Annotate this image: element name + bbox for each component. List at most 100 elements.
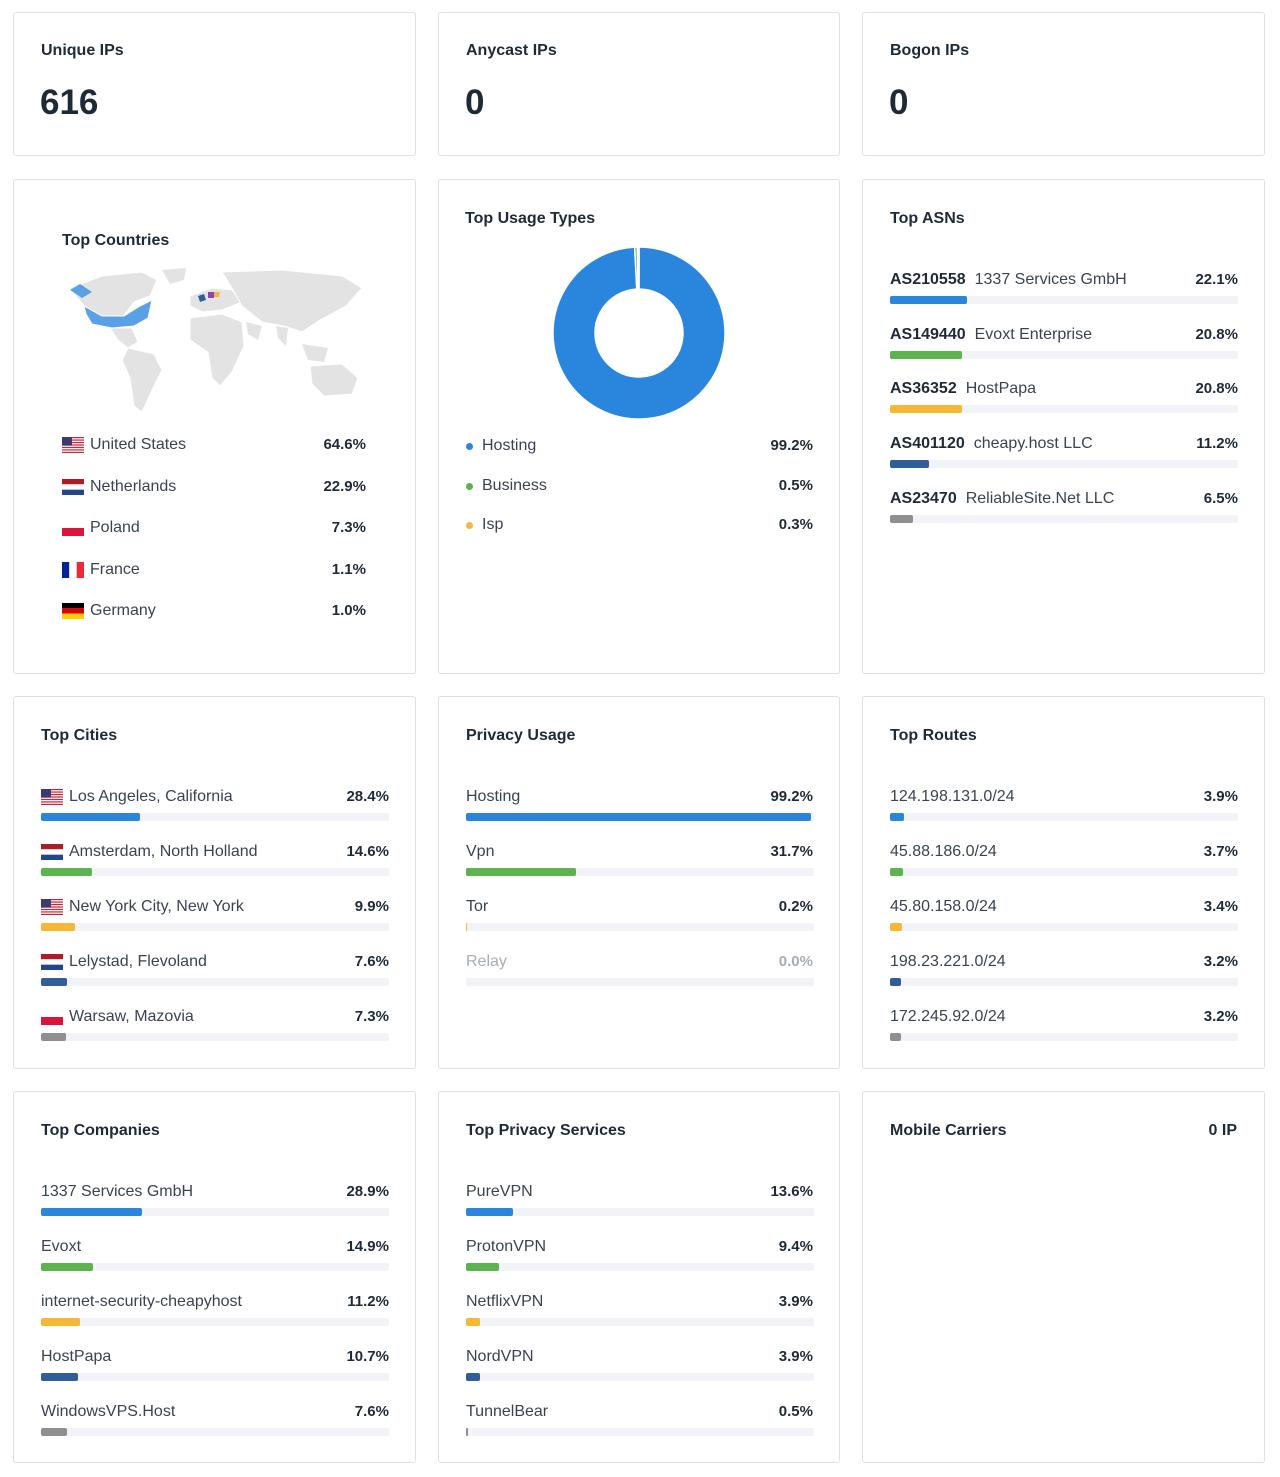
- map-land: [309, 363, 359, 397]
- item-label: 1337 Services GmbH: [974, 271, 1127, 288]
- item-value: 7.6%: [354, 1403, 389, 1420]
- bar: [890, 514, 913, 523]
- bar-track: [890, 813, 1238, 821]
- item-value: 11.2%: [1196, 435, 1238, 453]
- flag-stripe: [41, 798, 63, 801]
- flag: [62, 603, 84, 620]
- flag: [62, 437, 84, 453]
- bar-track: [41, 1373, 389, 1381]
- flag-stripe: [41, 1017, 63, 1025]
- card-title: Top Cities: [41, 727, 118, 744]
- bar-track: [890, 1033, 1238, 1041]
- item-label: 1337 Services GmbH: [41, 1183, 194, 1200]
- bar-track: [890, 514, 1238, 523]
- flag-stripe: [62, 437, 84, 439]
- bar: [890, 978, 902, 986]
- bar-track: [466, 1208, 814, 1216]
- flag-stripe: [62, 478, 84, 484]
- bar: [466, 1318, 480, 1326]
- item-label: Amsterdam, North Holland: [69, 843, 258, 860]
- stat-value: 616: [40, 83, 99, 122]
- item-label: Vpn: [466, 843, 495, 860]
- bar-track: [466, 1263, 814, 1271]
- stat-card: Anycast IPs 0: [438, 12, 840, 156]
- services-card: Top Privacy Services PureVPN 13.6% ProtonVP…: [438, 1091, 840, 1463]
- bar: [890, 460, 929, 469]
- map-land: [221, 269, 363, 333]
- card-title: Top Countries: [62, 232, 170, 249]
- item-label: TunnelBear: [466, 1403, 549, 1420]
- stat-value: 0: [889, 83, 909, 122]
- item-value: 0.0%: [778, 953, 813, 970]
- carrier-count: 0 IP: [1208, 1122, 1237, 1139]
- flag-stripe: [41, 901, 63, 903]
- flag: [41, 1009, 63, 1025]
- flag-stripe: [41, 964, 63, 970]
- item-label: cheapy.host LLC: [973, 435, 1093, 453]
- bar: [890, 813, 904, 821]
- flag-stripe: [41, 844, 63, 850]
- flag-stripe: [62, 483, 84, 490]
- item-value: 31.7%: [770, 843, 813, 860]
- item-value: 28.4%: [346, 788, 389, 805]
- item-value: 7.6%: [354, 953, 389, 970]
- item-label: 198.23.221.0/24: [890, 953, 1006, 970]
- item-label: 124.198.131.0/24: [890, 788, 1015, 805]
- bar: [466, 1208, 514, 1216]
- item-value: 20.8%: [1195, 325, 1238, 343]
- flag-stripe: [62, 441, 84, 444]
- item-value: 3.4%: [1203, 898, 1238, 915]
- flag-stripe: [41, 911, 63, 913]
- country-value: 1.0%: [331, 602, 366, 620]
- country-value: 1.1%: [331, 560, 366, 578]
- legend-value: 0.3%: [778, 516, 813, 534]
- stat-title: Anycast IPs: [466, 42, 557, 59]
- bar-track: [41, 1318, 389, 1326]
- item-value: 3.9%: [1203, 788, 1238, 805]
- bar-track: [890, 923, 1238, 931]
- bar-track: [890, 405, 1238, 414]
- flag-stripe: [41, 789, 63, 791]
- bar: [466, 1373, 480, 1381]
- legend-label: Business: [482, 476, 547, 494]
- flag: [41, 844, 63, 860]
- item-value: 3.2%: [1203, 1008, 1238, 1025]
- item-label: Los Angeles, California: [69, 788, 233, 805]
- item-label: NordVPN: [466, 1348, 534, 1365]
- privacy-card: Privacy Usage Hosting 99.2% Vpn 31.7% Tor 0.2%…: [438, 696, 840, 1069]
- mobile-card: Mobile Carriers 0 IP: [862, 1091, 1265, 1463]
- item-value: 3.7%: [1203, 843, 1238, 860]
- card-title: Privacy Usage: [466, 727, 576, 744]
- asn-card: Top ASNs AS210558 1337 Services GmbH 22.1% A…: [862, 179, 1265, 674]
- map-land: [162, 268, 186, 284]
- bar-track: [466, 1373, 814, 1381]
- country-name: United States: [90, 436, 187, 453]
- asn-code: AS210558: [890, 271, 966, 288]
- bar: [466, 813, 812, 821]
- countries-card: Top Countries United States 64.6% Netherlan…: [13, 179, 416, 674]
- flag: [62, 520, 84, 537]
- stat-title: Unique IPs: [41, 42, 124, 59]
- item-value: 7.3%: [354, 1008, 389, 1025]
- stat-card: Bogon IPs 0: [862, 12, 1265, 156]
- flag-stripe: [76, 561, 84, 578]
- flag-stripe: [41, 913, 63, 915]
- item-label: internet-security-cheapyhost: [41, 1293, 242, 1310]
- item-value: 13.6%: [770, 1183, 813, 1200]
- legend-dot: [466, 443, 473, 450]
- item-value: 3.9%: [778, 1293, 813, 1310]
- item-label: HostPapa: [41, 1348, 112, 1365]
- bar-track: [890, 460, 1238, 469]
- flag-stripe: [41, 954, 63, 960]
- item-label: WindowsVPS.Host: [41, 1403, 176, 1420]
- card-title: Mobile Carriers: [890, 1122, 1007, 1139]
- flag-stripe: [62, 603, 84, 609]
- companies-card: Top Companies 1337 Services GmbH 28.9% Evox…: [13, 1091, 416, 1463]
- world-map: [69, 268, 363, 413]
- legend-dot: [466, 482, 473, 490]
- bar-track: [41, 1208, 389, 1216]
- item-label: HostPapa: [965, 380, 1036, 398]
- item-value: 10.7%: [346, 1348, 389, 1365]
- item-label: Evoxt: [41, 1238, 82, 1255]
